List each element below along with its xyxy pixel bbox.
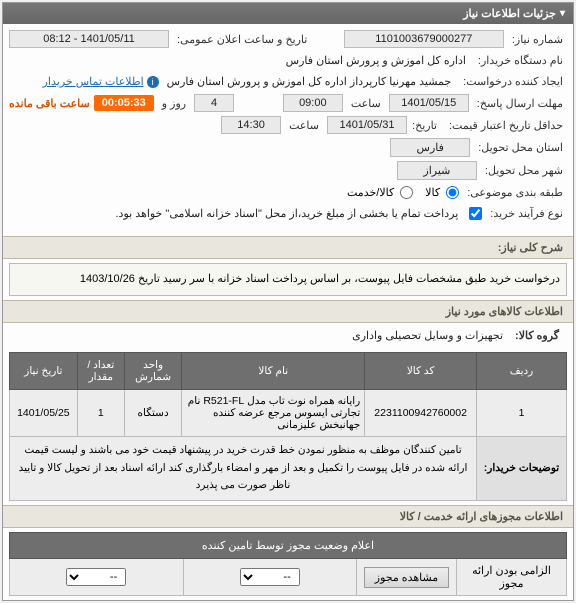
class-label: طبقه بندی موضوعی: <box>463 184 567 201</box>
creator-value: جمشید مهرنیا کارپرداز اداره کل اموزش و پ… <box>163 73 456 90</box>
status-table: اعلام وضعیت مجوز توسط تامین کننده الزامی… <box>9 532 567 596</box>
th-unit: واحد شمارش <box>124 352 181 389</box>
days-value: 4 <box>194 94 234 112</box>
pub-date-label: تاریخ و ساعت اعلان عمومی: <box>173 31 311 48</box>
city-label: شهر محل تحویل: <box>481 162 567 179</box>
need-details-panel: ▾ جزئیات اطلاعات نیاز شماره نیاز: 110100… <box>2 2 574 601</box>
process-note: پرداخت تمام یا بخشی از مبلغ خرید،از محل … <box>111 205 462 222</box>
table-row: 1 2231100942760002 رایانه همراه نوت تاب … <box>10 389 567 436</box>
th-idx: ردیف <box>477 352 567 389</box>
deadline-label: مهلت ارسال پاسخ: <box>473 95 567 112</box>
creator-label: ایجاد کننده درخواست: <box>459 73 567 90</box>
status-row: الزامی بودن ارائه مجوز مشاهده مجوز -- -- <box>10 559 567 596</box>
contact-link-text: اطلاعات تماس خریدار <box>43 75 144 88</box>
province-label: استان محل تحویل: <box>474 139 567 156</box>
buyer-value: اداره کل اموزش و پرورش استان فارس <box>282 52 470 69</box>
class-service-input[interactable] <box>400 186 413 199</box>
process-checkbox[interactable] <box>469 207 482 220</box>
mandatory-cell: الزامی بودن ارائه مجوز <box>457 559 567 596</box>
cell-qty: 1 <box>77 389 124 436</box>
view-permit-cell: مشاهده مجوز <box>357 559 457 596</box>
class-service-radio[interactable]: کالا/خدمت <box>347 186 413 200</box>
cell-name: رایانه همراه نوت تاب مدل R521-FL نام تجا… <box>182 389 365 436</box>
cell-unit: دستگاه <box>124 389 181 436</box>
group-label: گروه کالا: <box>511 327 563 344</box>
countdown: 00:05:33 <box>94 95 154 111</box>
status-select-1[interactable]: -- <box>240 568 300 586</box>
th-name: نام کالا <box>182 352 365 389</box>
table-note-row: توضیحات خریدار: تامین کنندگان موظف به من… <box>10 436 567 501</box>
hour-label-1: ساعت <box>347 95 385 112</box>
remain-label: ساعت باقی مانده <box>9 97 90 110</box>
section-main-desc: شرح کلی نیاز: <box>3 236 573 259</box>
th-code: کد کالا <box>365 352 477 389</box>
buyer-label: نام دستگاه خریدار: <box>474 52 567 69</box>
table-header-row: ردیف کد کالا نام کالا واحد شمارش تعداد /… <box>10 352 567 389</box>
th-date: تاریخ نیاز <box>10 352 78 389</box>
cell-date: 1401/05/25 <box>10 389 78 436</box>
status-dd-cell-1: -- <box>183 559 357 596</box>
days-label: روز و <box>158 95 190 112</box>
need-no-value: 1101003679000277 <box>344 30 504 48</box>
process-label: نوع فرآیند خرید: <box>486 205 567 222</box>
contact-link[interactable]: i اطلاعات تماس خریدار <box>43 75 159 88</box>
need-no-label: شماره نیاز: <box>508 31 567 48</box>
items-table: ردیف کد کالا نام کالا واحد شمارش تعداد /… <box>9 352 567 502</box>
info-icon: i <box>147 76 159 88</box>
cell-code: 2231100942760002 <box>365 389 477 436</box>
chevron-down-icon: ▾ <box>560 8 565 19</box>
history-label: تاریخ: <box>411 117 441 134</box>
status-dd-cell-2: -- <box>10 559 184 596</box>
main-desc-box: درخواست خرید طبق مشخصات فایل پیوست، بر ا… <box>9 263 567 296</box>
deadline-time: 09:00 <box>283 94 343 112</box>
deadline-date: 1401/05/15 <box>389 94 469 112</box>
section-items: اطلاعات کالاهای مورد نیاز <box>3 300 573 323</box>
class-goods-input[interactable] <box>446 186 459 199</box>
class-goods-radio[interactable]: کالا <box>425 186 459 200</box>
form-area: شماره نیاز: 1101003679000277 تاریخ و ساع… <box>3 24 573 232</box>
section-permits: اطلاعات مجوزهای ارائه خدمت / کالا <box>3 505 573 528</box>
pub-date-value: 1401/05/11 - 08:12 <box>9 30 169 48</box>
valid-date: 1401/05/31 <box>327 116 407 134</box>
group-value: تجهیزات و وسایل تحصیلی واداری <box>348 327 507 344</box>
panel-title: جزئیات اطلاعات نیاز <box>463 7 556 20</box>
th-qty: تعداد / مقدار <box>77 352 124 389</box>
note-label: توضیحات خریدار: <box>477 436 567 501</box>
min-valid-label: حداقل تاریخ اعتبار قیمت: <box>445 117 567 134</box>
valid-time: 14:30 <box>221 116 281 134</box>
hour-label-2: ساعت <box>285 117 323 134</box>
status-header: اعلام وضعیت مجوز توسط تامین کننده <box>10 533 567 559</box>
province-value: فارس <box>390 138 470 157</box>
note-text: تامین کنندگان موظف به منظور نمودن خط قدر… <box>10 436 477 501</box>
view-permit-button[interactable]: مشاهده مجوز <box>364 567 449 588</box>
panel-header[interactable]: ▾ جزئیات اطلاعات نیاز <box>3 3 573 24</box>
city-value: شیراز <box>397 161 477 180</box>
status-select-2[interactable]: -- <box>66 568 126 586</box>
cell-idx: 1 <box>477 389 567 436</box>
